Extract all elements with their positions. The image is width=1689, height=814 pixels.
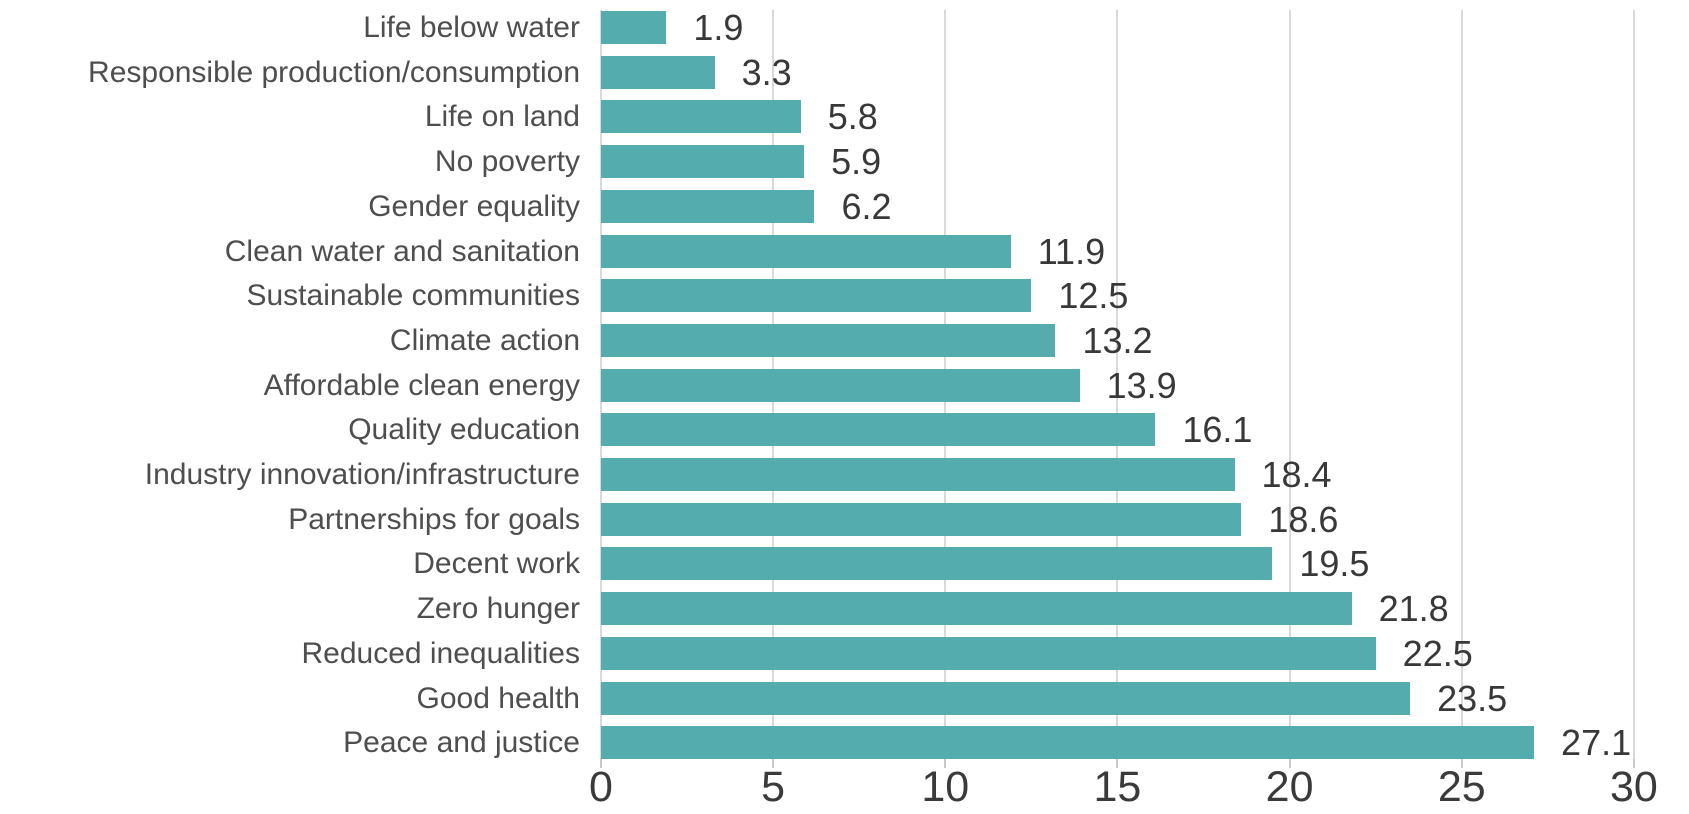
value-label: 5.8 (827, 96, 878, 138)
x-axis-tick-label: 10 (921, 763, 970, 811)
bar-row: Responsible production/consumption 3.3 (0, 51, 1689, 93)
bar-row: No poverty 5.9 (0, 141, 1689, 183)
category-label: Peace and justice (343, 726, 580, 760)
value-label: 11.9 (1037, 230, 1106, 272)
bar-row: Good health 23.5 (0, 677, 1689, 719)
value-label: 1.9 (693, 7, 744, 48)
bar-row: Sustainable communities 12.5 (0, 275, 1689, 317)
bar-row: Life below water 1.9 (0, 7, 1689, 48)
value-label: 23.5 (1437, 677, 1508, 719)
bar-row: Affordable clean energy 13.9 (0, 364, 1689, 406)
category-label: Decent work (413, 547, 580, 581)
bar-row: Zero hunger 21.8 (0, 588, 1689, 630)
category-label: Sustainable communities (246, 279, 580, 313)
category-label: Clean water and sanitation (224, 234, 580, 268)
gridline (1460, 10, 1463, 759)
value-label: 18.4 (1261, 454, 1332, 495)
category-label: Good health (416, 681, 580, 715)
bar-row: Peace and justice 27.1 (0, 722, 1689, 764)
value-label: 18.6 (1268, 498, 1339, 540)
value-label: 3.3 (741, 51, 792, 93)
bar (601, 279, 1032, 313)
bar-row: Climate action 13.2 (0, 319, 1689, 361)
category-label: Quality education (348, 413, 580, 447)
x-axis-tick-label: 0 (589, 763, 613, 811)
bar (601, 189, 815, 223)
value-label: 19.5 (1299, 543, 1370, 585)
category-label: Zero hunger (416, 592, 580, 626)
bar (601, 11, 667, 44)
bar (601, 55, 715, 89)
value-label: 6.2 (841, 185, 892, 227)
value-label: 22.5 (1402, 632, 1473, 674)
bar (601, 413, 1156, 447)
bar (601, 234, 1011, 268)
bar-row: Quality education 16.1 (0, 409, 1689, 451)
bar-row: Partnerships for goals 18.6 (0, 498, 1689, 540)
bar (601, 323, 1056, 357)
category-label: Partnerships for goals (288, 502, 580, 536)
value-label: 13.2 (1082, 319, 1153, 361)
bar (601, 368, 1080, 402)
value-label: 16.1 (1182, 409, 1253, 451)
bar (601, 458, 1235, 491)
bar-row: Decent work 19.5 (0, 543, 1689, 585)
category-label: Responsible production/consumption (88, 55, 580, 89)
x-axis-tick (772, 759, 775, 768)
x-axis-tick-label: 30 (1609, 763, 1658, 811)
bar-row: Industry innovation/infrastructure 18.4 (0, 454, 1689, 495)
x-axis-tick (1632, 759, 1635, 768)
bar (601, 636, 1376, 670)
x-axis-tick (600, 759, 602, 768)
bar (601, 100, 801, 134)
bar (601, 726, 1535, 760)
bar (601, 502, 1242, 536)
category-label: Life on land (424, 100, 580, 134)
value-label: 27.1 (1561, 722, 1632, 764)
category-label: Industry innovation/infrastructure (144, 458, 580, 491)
gridline (1116, 10, 1119, 759)
bar (601, 681, 1411, 715)
category-label: Reduced inequalities (301, 636, 580, 670)
category-label: Gender equality (368, 189, 580, 223)
category-label: No poverty (434, 145, 580, 179)
bar (601, 547, 1273, 581)
value-label: 12.5 (1058, 275, 1129, 317)
value-label: 5.9 (831, 141, 882, 183)
bar (601, 145, 805, 179)
bar-row: Reduced inequalities 22.5 (0, 632, 1689, 674)
x-axis-tick (944, 759, 947, 768)
bar-row: Clean water and sanitation 11.9 (0, 230, 1689, 272)
bar-row: Gender equality 6.2 (0, 185, 1689, 227)
value-label: 21.8 (1378, 588, 1449, 630)
category-label: Climate action (389, 323, 580, 357)
category-label: Affordable clean energy (263, 368, 580, 402)
x-axis-tick-label: 20 (1265, 763, 1314, 811)
x-axis-tick-label: 15 (1093, 763, 1142, 811)
x-axis-tick (1116, 759, 1119, 768)
gridline (1632, 10, 1635, 759)
x-axis-tick-label: 25 (1437, 763, 1486, 811)
bar-row: Life on land 5.8 (0, 96, 1689, 138)
value-label: 13.9 (1106, 364, 1177, 406)
x-axis-tick (1460, 759, 1463, 768)
category-label: Life below water (363, 11, 580, 44)
bar (601, 592, 1352, 626)
x-axis-tick (1288, 759, 1291, 768)
gridline (1288, 10, 1291, 759)
x-axis-tick-label: 5 (761, 763, 786, 811)
